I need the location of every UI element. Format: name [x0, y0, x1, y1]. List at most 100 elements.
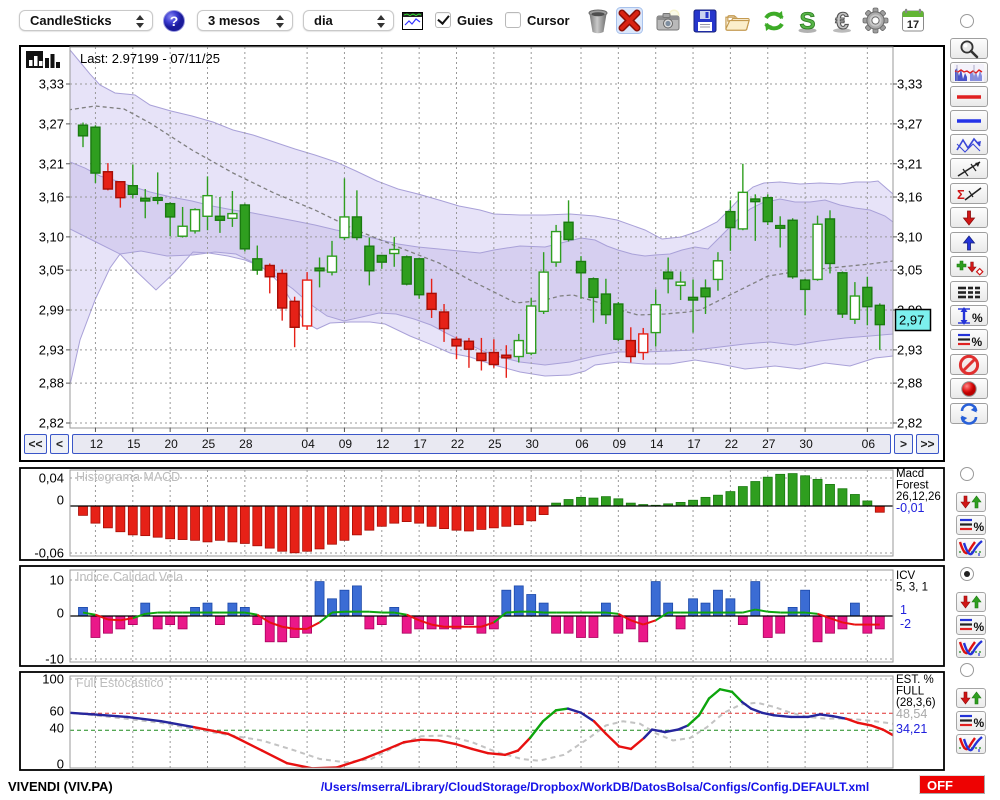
macd-bar: [215, 505, 225, 541]
macd-bar: [488, 505, 499, 529]
svg-text:0: 0: [57, 493, 64, 508]
icv-bar: [812, 615, 823, 643]
macd-bar: [688, 499, 698, 507]
block-tool-button[interactable]: [950, 354, 988, 375]
macd-bar: [800, 475, 810, 507]
trendline-tool-button[interactable]: [950, 158, 988, 179]
macd-bar: [314, 505, 325, 550]
icv-bar: [426, 615, 437, 630]
period-select[interactable]: 3 mesos: [197, 10, 293, 31]
sigma-trend-tool-button[interactable]: Σ: [950, 183, 988, 204]
lines-percent-icon: %: [957, 615, 985, 635]
candle: [115, 181, 126, 208]
icv-bar: [538, 602, 549, 617]
dollar-sync-icon[interactable]: S: [794, 7, 821, 34]
candle: [413, 258, 425, 299]
candle: [376, 254, 387, 269]
stoch-lines-percent-button[interactable]: %: [956, 711, 986, 731]
macd-panel-radio[interactable]: [960, 467, 974, 481]
scroll-left-button[interactable]: <: [50, 434, 69, 454]
date-tick-label: 30: [799, 437, 813, 451]
arrow-up-tool-button[interactable]: [950, 232, 988, 253]
icv-bar: [588, 615, 599, 638]
lines-percent-tool-button[interactable]: %: [950, 329, 988, 350]
icv-bar: [401, 615, 412, 634]
refresh-icon[interactable]: [760, 7, 787, 34]
off-button[interactable]: OFF: [919, 775, 985, 794]
icv-bar: [476, 615, 487, 634]
candle: [351, 190, 363, 241]
zoom-tool-button[interactable]: [950, 38, 988, 59]
macd-wave-button[interactable]: [956, 538, 986, 558]
hline-blue-icon: [954, 116, 984, 126]
hline-blue-tool-button[interactable]: [950, 110, 988, 131]
icv-lines-percent-button[interactable]: %: [956, 615, 986, 635]
scroll-fast-left-button[interactable]: <<: [24, 434, 47, 454]
icv-bar: [227, 602, 238, 617]
cursor-checkbox[interactable]: [505, 12, 521, 28]
status-bar: VIVENDI (VIV.PA) /Users/mserra/Library/C…: [0, 774, 1000, 800]
date-tick-label: 30: [525, 437, 539, 451]
macd-lines-percent-button[interactable]: %: [956, 515, 986, 535]
hlines-grid-tool-button[interactable]: [950, 281, 988, 302]
candle: [662, 257, 674, 294]
candle: [563, 200, 574, 242]
signal-markers-tool-button[interactable]: [950, 256, 988, 277]
polyline-tool-button[interactable]: [950, 134, 988, 155]
chart-type-value: CandleSticks: [30, 13, 112, 28]
date-strip[interactable]: 12 15 20 25 28 04 09 12 17 22 25 30 06 09 14 17 22 27 30 06: [72, 434, 891, 454]
macd-bar: [476, 505, 487, 530]
mini-chart-window-icon[interactable]: [399, 7, 426, 34]
candles: [77, 122, 885, 378]
macd-updown-arrows-button[interactable]: [956, 492, 986, 512]
help-button[interactable]: ?: [163, 10, 185, 32]
calendar-icon[interactable]: 17: [899, 7, 926, 34]
svg-text:-10: -10: [45, 652, 64, 667]
euro-icon[interactable]: €: [828, 7, 855, 34]
icv-wave-button[interactable]: [956, 638, 986, 658]
stoch-panel-radio[interactable]: [960, 663, 974, 677]
gear-icon[interactable]: [862, 7, 889, 34]
sync-tool-button[interactable]: [950, 402, 988, 425]
icv-panel-radio[interactable]: [960, 567, 974, 581]
range-percent-tool-button[interactable]: %: [950, 305, 988, 326]
guies-checkbox[interactable]: [435, 12, 451, 28]
icv-title: Indice Calidad Vela: [76, 570, 183, 584]
candle: [264, 263, 275, 294]
main-panel-radio[interactable]: [960, 14, 974, 28]
arrow-up-icon: [961, 234, 977, 252]
trash-icon[interactable]: [584, 7, 611, 34]
record-tool-button[interactable]: [950, 378, 988, 399]
stoch-updown-arrows-button[interactable]: [956, 688, 986, 708]
macd-bar: [812, 478, 823, 507]
candle: [638, 327, 649, 360]
candle: [538, 252, 549, 314]
arrow-down-tool-button[interactable]: [950, 207, 988, 228]
signal-markers-icon: [954, 258, 984, 276]
scroll-right-button[interactable]: >: [894, 434, 913, 454]
chart-type-select[interactable]: CandleSticks: [19, 10, 153, 31]
stoch-wave-button[interactable]: [956, 734, 986, 754]
macd-bar: [426, 505, 437, 527]
icv-updown-arrows-button[interactable]: [956, 592, 986, 612]
camera-icon[interactable]: [655, 7, 682, 34]
date-tick-label: 25: [488, 437, 502, 451]
svg-text:2,88: 2,88: [897, 376, 922, 391]
interval-select[interactable]: dia: [303, 10, 394, 31]
hline-red-tool-button[interactable]: [950, 86, 988, 107]
open-folder-icon[interactable]: [724, 7, 751, 34]
icv-bar: [601, 602, 611, 617]
macd-bar: [264, 505, 275, 549]
candle: [799, 278, 811, 316]
macd-bar: [451, 505, 462, 531]
date-tick-label: 06: [861, 437, 876, 451]
panel-chart-tool-button[interactable]: [950, 62, 988, 83]
macd-bar: [737, 486, 748, 507]
macd-panel: Histograma MACD 0,04 0 -0,06 MacdForest26,12…: [19, 467, 945, 561]
delete-x-icon[interactable]: [616, 7, 643, 34]
icv-bar: [775, 615, 786, 634]
plot-border: [69, 46, 894, 429]
candle: [787, 218, 798, 279]
scroll-fast-right-button[interactable]: >>: [916, 434, 939, 454]
save-icon[interactable]: [691, 7, 718, 34]
